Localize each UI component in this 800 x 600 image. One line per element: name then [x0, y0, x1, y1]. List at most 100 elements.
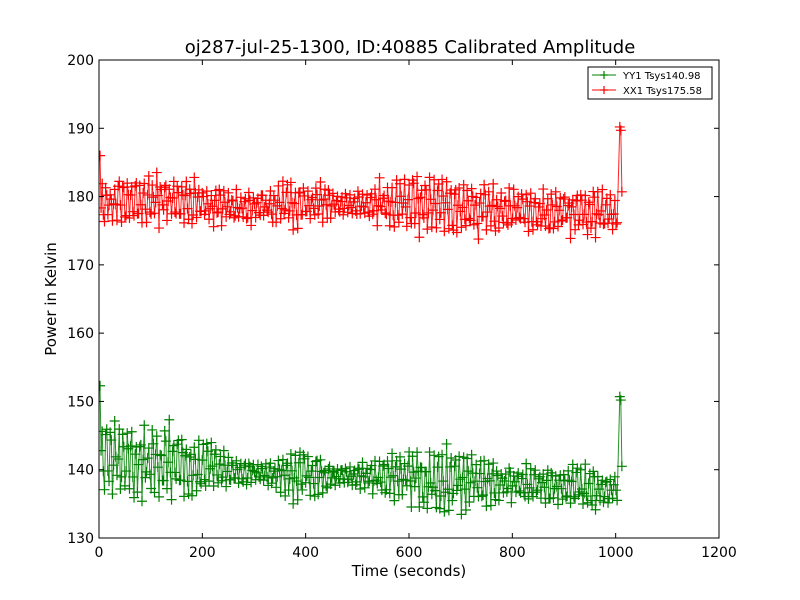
data-point: [173, 187, 184, 198]
data-point: [354, 464, 365, 475]
data-point: [438, 191, 449, 202]
data-point: [239, 460, 250, 471]
data-point: [481, 501, 492, 512]
data-point: [201, 186, 212, 197]
data-point: [482, 207, 493, 218]
data-point: [539, 482, 550, 493]
data-point: [462, 185, 473, 196]
data-point: [117, 429, 128, 440]
data-point: [212, 469, 223, 480]
legend: YY1 Tsys140.98 XX1 Tsys175.58: [587, 66, 713, 100]
data-point: [266, 209, 277, 220]
data-point: [432, 462, 443, 473]
data-point: [234, 203, 245, 214]
data-point: [302, 186, 313, 197]
data-point: [532, 485, 543, 496]
data-point: [385, 196, 396, 207]
data-point: [405, 476, 416, 487]
data-point: [566, 201, 577, 212]
data-point: [313, 208, 324, 219]
data-point: [269, 195, 280, 206]
data-point: [603, 497, 614, 508]
y-tick-label: 160: [67, 326, 94, 342]
data-point: [523, 493, 534, 504]
data-point: [457, 472, 468, 483]
x-tick-label: 600: [396, 545, 423, 561]
data-point: [408, 178, 419, 189]
data-point: [548, 223, 559, 234]
data-point: [513, 468, 524, 479]
data-point: [266, 478, 277, 489]
data-point: [607, 493, 618, 504]
data-point: [172, 181, 183, 192]
data-point: [108, 198, 119, 209]
data-point: [389, 221, 400, 232]
data-point: [297, 484, 308, 495]
legend-entry: YY1 Tsys140.98: [622, 71, 701, 82]
data-point: [269, 463, 280, 474]
data-point: [363, 207, 374, 218]
data-point: [592, 186, 603, 197]
data-point: [516, 473, 527, 484]
data-point: [262, 205, 273, 216]
data-point: [281, 460, 292, 471]
data-point: [326, 200, 337, 211]
data-point: [365, 464, 376, 475]
data-point: [257, 190, 268, 201]
data-point: [599, 491, 610, 502]
data-point: [216, 220, 227, 231]
data-point: [209, 449, 220, 460]
data-point: [414, 232, 425, 243]
data-point: [99, 445, 107, 456]
data-point: [553, 499, 564, 510]
data-point: [110, 451, 121, 462]
data-point: [612, 495, 623, 506]
data-point: [456, 222, 467, 233]
data-point: [130, 449, 141, 460]
data-point: [437, 174, 448, 185]
data-point: [306, 466, 317, 477]
data-point: [335, 196, 346, 207]
data-point: [143, 171, 154, 182]
data-point: [460, 504, 471, 515]
data-point: [99, 380, 106, 391]
x-tick-label: 800: [499, 545, 526, 561]
data-point: [605, 189, 616, 200]
data-point: [301, 206, 312, 217]
data-point: [402, 194, 413, 205]
data-point: [475, 188, 486, 199]
data-point: [358, 201, 369, 212]
data-point: [293, 187, 304, 198]
data-point: [293, 457, 304, 468]
data-point: [578, 499, 589, 510]
data-point: [234, 462, 245, 473]
data-point: [274, 464, 285, 475]
data-point: [314, 201, 325, 212]
data-point: [144, 469, 155, 480]
data-point: [157, 199, 168, 210]
data-point: [169, 207, 180, 218]
data-point: [273, 455, 284, 466]
y-tick-label: 130: [67, 531, 94, 547]
data-point: [489, 487, 500, 498]
data-point: [109, 416, 120, 427]
data-point: [181, 176, 192, 187]
data-point: [445, 461, 456, 472]
data-point: [440, 197, 451, 208]
data-point: [554, 205, 565, 216]
data-point: [546, 189, 557, 200]
data-point: [317, 487, 328, 498]
data-point: [191, 485, 202, 496]
data-point: [375, 477, 386, 488]
data-point: [321, 481, 332, 492]
data-point: [264, 198, 275, 209]
data-point: [251, 197, 262, 208]
data-point: [384, 488, 395, 499]
data-point: [500, 195, 511, 206]
data-point: [310, 456, 321, 467]
data-point: [199, 474, 210, 485]
data-point: [108, 460, 119, 471]
data-point: [483, 459, 494, 470]
data-point: [256, 461, 267, 472]
data-point: [232, 202, 243, 213]
